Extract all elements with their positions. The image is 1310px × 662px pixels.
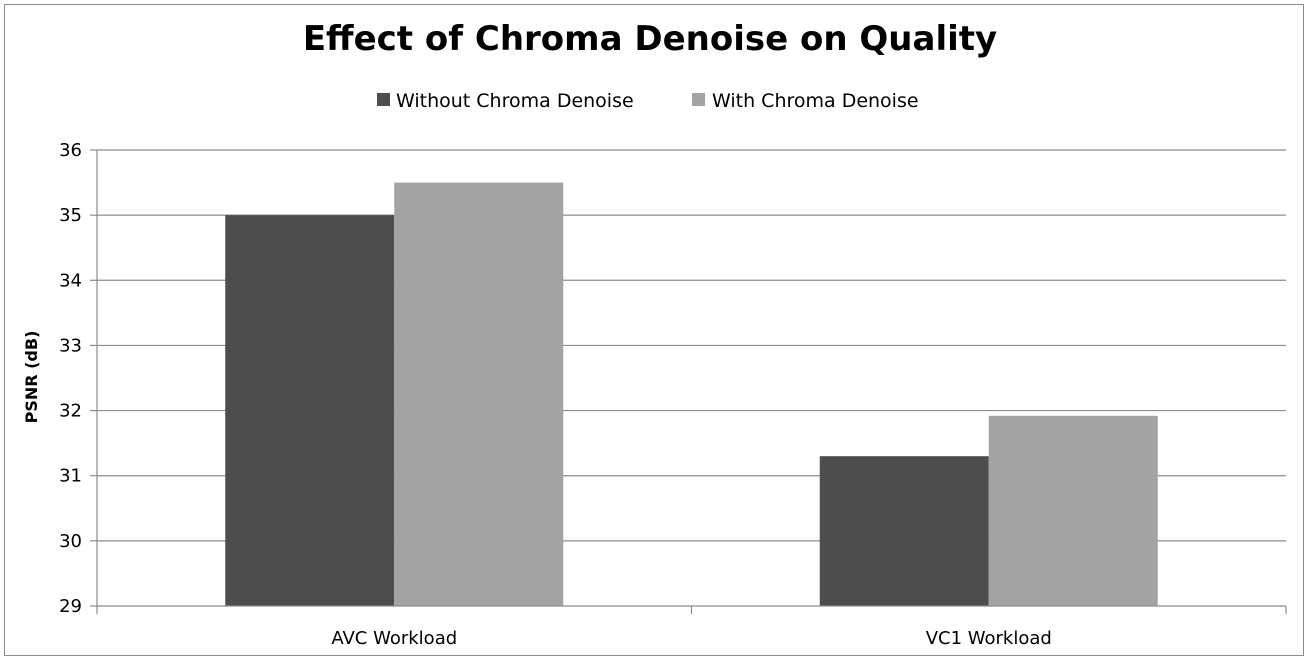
- bar-avc-workload-without-chroma-denoise: [225, 215, 395, 606]
- y-tick-label-35: 35: [59, 205, 82, 226]
- y-tick-label-34: 34: [59, 270, 82, 291]
- y-tick-label-30: 30: [59, 531, 82, 552]
- y-tick-label-31: 31: [59, 466, 82, 487]
- bar-vc1-workload-without-chroma-denoise: [819, 456, 989, 606]
- legend-label-without-chroma-denoise: Without Chroma Denoise: [396, 90, 634, 112]
- y-tick-label-29: 29: [59, 596, 82, 617]
- y-tick-label-32: 32: [59, 401, 82, 422]
- bars: [225, 182, 1158, 607]
- x-tick-label-avc-workload: AVC Workload: [331, 628, 457, 649]
- axes: [96, 150, 1287, 614]
- y-axis-title: PSNR (dB): [22, 331, 41, 424]
- y-tick-label-33: 33: [59, 335, 82, 356]
- legend-label-with-chroma-denoise: With Chroma Denoise: [712, 90, 919, 112]
- bar-vc1-workload-with-chroma-denoise: [988, 415, 1158, 606]
- legend: Without Chroma Denoise With Chroma Denoi…: [377, 90, 919, 112]
- legend-swatch-without-chroma-denoise: [377, 93, 390, 106]
- x-tick-label-vc1-workload: VC1 Workload: [926, 628, 1052, 649]
- y-tick-label-36: 36: [59, 140, 82, 161]
- legend-swatch-with-chroma-denoise: [692, 93, 705, 106]
- chart-title: Effect of Chroma Denoise on Quality: [303, 19, 997, 59]
- bar-avc-workload-with-chroma-denoise: [394, 182, 564, 607]
- y-tick-labels: 29 30 31 32 33 34 35 36: [59, 140, 82, 617]
- x-tick-labels: AVC Workload VC1 Workload: [331, 628, 1051, 649]
